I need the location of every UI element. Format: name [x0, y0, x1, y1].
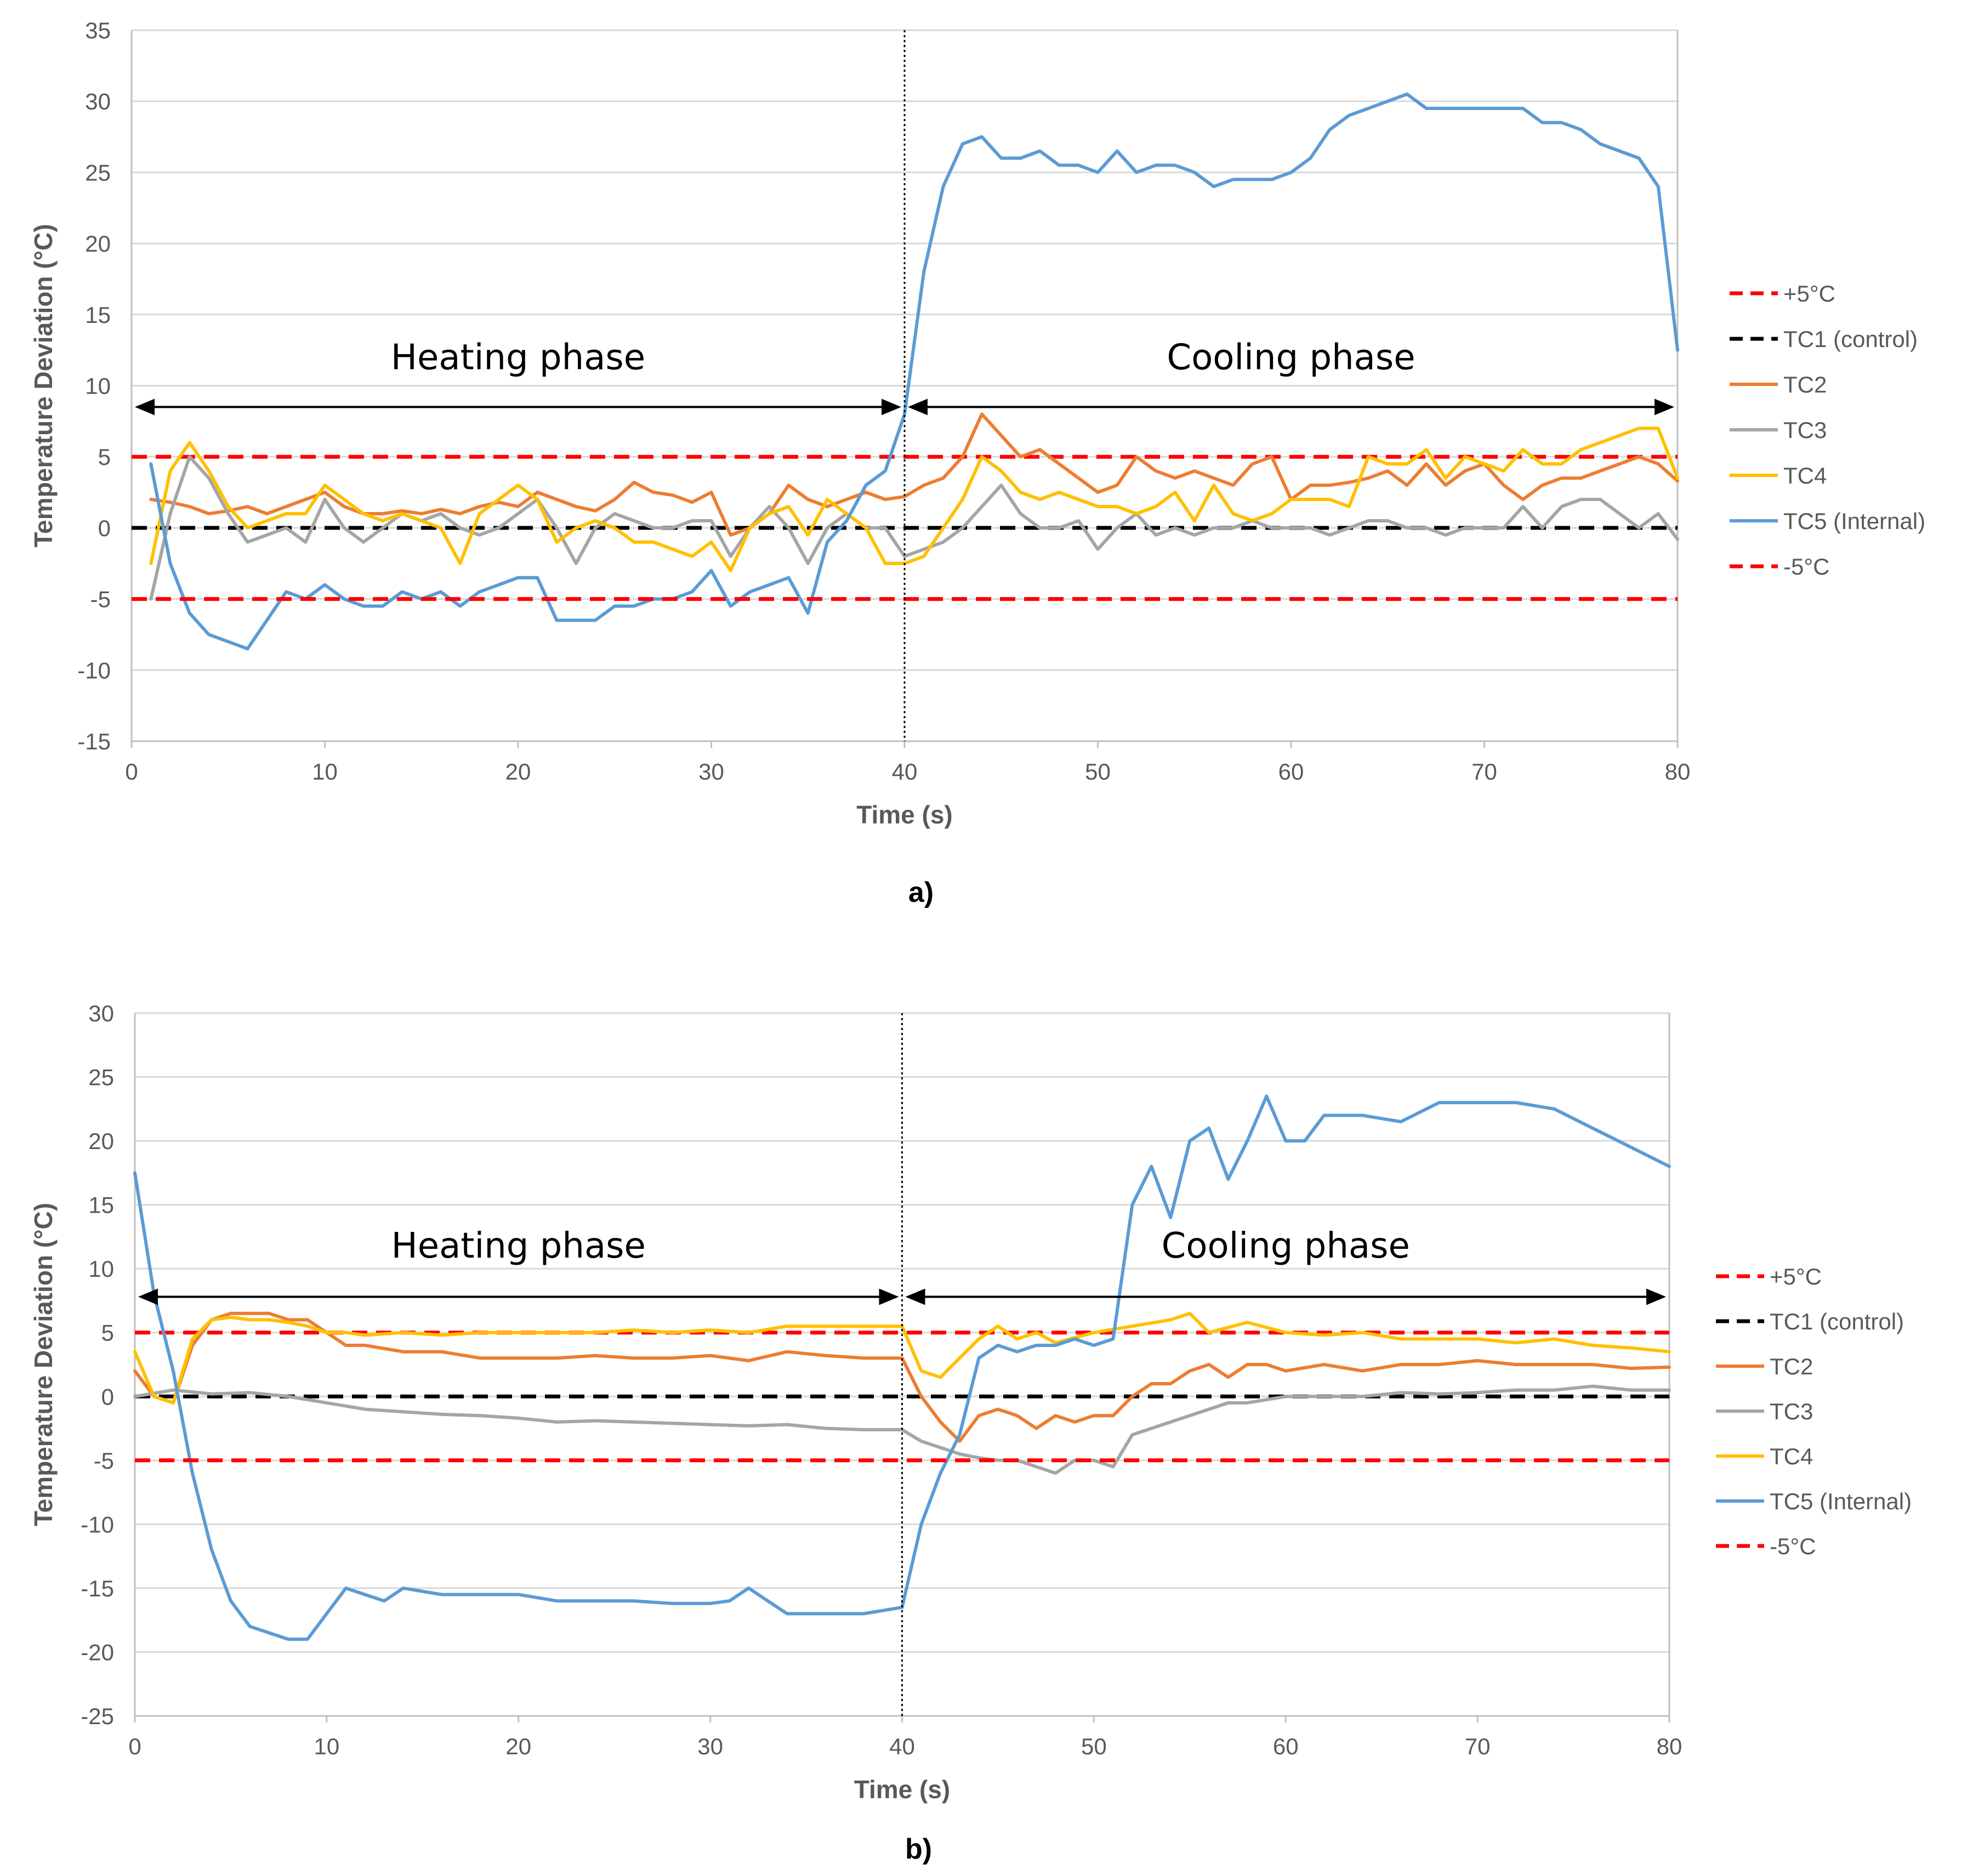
phase-label: Cooling phase [1162, 1226, 1410, 1266]
y-tick-label: -15 [81, 1576, 114, 1601]
y-tick-label: 30 [88, 1000, 114, 1026]
chart-a: -15 -10 -5 0 5 10 15 20 25 30 35 0 10 20 30 40 50 60 70 80 T… [29, 18, 1925, 908]
y-tick-label: 30 [85, 89, 111, 115]
x-tick-label: 60 [1273, 1733, 1299, 1759]
x-axis-title: Time (s) [854, 1775, 951, 1804]
series-line-tc5-internal [149, 92, 1679, 651]
legend-entry: TC3 [1770, 1399, 1813, 1424]
x-tick-label: 70 [1471, 759, 1497, 784]
series-line-tc5-internal [133, 1094, 1671, 1641]
phase-arrow-head-right [879, 1288, 899, 1305]
y-tick-label: 0 [101, 1384, 114, 1409]
y-tick-label: -5 [90, 587, 111, 612]
phase-label: Heating phase [391, 1226, 646, 1266]
y-tick-label: 20 [85, 231, 111, 257]
x-tick-label: 0 [128, 1733, 141, 1759]
legend-entry: TC5 (Internal) [1783, 508, 1925, 534]
y-tick-label: -20 [81, 1639, 114, 1665]
panel-label: b) [905, 1833, 932, 1865]
legend-entry: +5°C [1783, 281, 1835, 306]
x-tick-label: 40 [892, 759, 918, 784]
x-tick-label: 70 [1465, 1733, 1491, 1759]
y-tick-label: 35 [85, 18, 111, 43]
x-tick-label: 20 [505, 1733, 531, 1759]
phase-arrow-head-left [905, 1288, 925, 1305]
legend-entry: TC1 (control) [1783, 326, 1918, 352]
series-line-tc4 [149, 427, 1679, 572]
y-axis-title: Temperature Deviation (°C) [29, 1203, 58, 1526]
phase-arrow-head-right [1655, 399, 1674, 416]
x-tick-label: 0 [125, 759, 138, 784]
y-tick-label: 5 [101, 1320, 114, 1346]
x-tick-label: 30 [697, 1733, 723, 1759]
x-tick-label: 50 [1085, 759, 1111, 784]
series-line-tc4 [133, 1311, 1671, 1405]
x-tick-label: 50 [1081, 1733, 1107, 1759]
x-tick-label: 60 [1278, 759, 1304, 784]
x-tick-label: 80 [1657, 1733, 1682, 1759]
phase-arrow-head-left [135, 399, 155, 416]
y-tick-label: 15 [88, 1192, 114, 1218]
y-tick-label: 25 [88, 1065, 114, 1090]
phase-label: Cooling phase [1167, 338, 1415, 378]
x-axis-title: Time (s) [856, 800, 953, 829]
phase-arrow-head-left [138, 1288, 158, 1305]
legend-entry: TC2 [1770, 1354, 1813, 1379]
legend-entry: TC4 [1770, 1443, 1813, 1469]
chart-b: -25 -20 -15 -10 -5 0 5 10 15 20 25 30 0 10 20 30 40 50 60 7… [29, 1000, 1912, 1865]
legend-entry: -5°C [1783, 554, 1829, 579]
y-tick-label: 15 [85, 302, 111, 328]
y-tick-label: 0 [98, 515, 111, 541]
phase-arrow-head-left [908, 399, 928, 416]
series-line-tc2 [133, 1311, 1671, 1443]
y-tick-label: 10 [88, 1256, 114, 1282]
x-tick-label: 40 [889, 1733, 915, 1759]
x-tick-label: 30 [698, 759, 724, 784]
x-tick-label: 10 [314, 1733, 340, 1759]
y-tick-label: 25 [85, 160, 111, 185]
y-tick-label: -15 [77, 729, 111, 754]
legend-entry: -5°C [1770, 1533, 1816, 1559]
y-tick-label: 20 [88, 1128, 114, 1154]
x-tick-label: 80 [1665, 759, 1691, 784]
phase-label: Heating phase [391, 338, 645, 378]
legend-entry: TC5 (Internal) [1770, 1488, 1912, 1514]
phase-arrow-head-right [882, 399, 901, 416]
legend-entry: TC4 [1783, 463, 1827, 488]
series-line-tc2 [149, 412, 1679, 537]
phase-arrow-head-right [1646, 1288, 1666, 1305]
y-tick-label: -5 [94, 1448, 114, 1474]
y-tick-label: -25 [81, 1703, 114, 1729]
legend-entry: TC1 (control) [1770, 1309, 1904, 1334]
legend-entry: TC2 [1783, 372, 1827, 397]
legend-entry: +5°C [1770, 1264, 1822, 1289]
legend-entry: TC3 [1783, 417, 1827, 443]
y-tick-label: -10 [77, 657, 111, 683]
y-tick-label: -10 [81, 1511, 114, 1537]
y-tick-label: 5 [98, 444, 111, 470]
y-tick-label: 10 [85, 373, 111, 399]
panel-label: a) [908, 877, 934, 908]
x-tick-label: 10 [312, 759, 338, 784]
x-tick-label: 20 [505, 759, 531, 784]
y-axis-title: Temperature Deviation (°C) [29, 224, 58, 547]
